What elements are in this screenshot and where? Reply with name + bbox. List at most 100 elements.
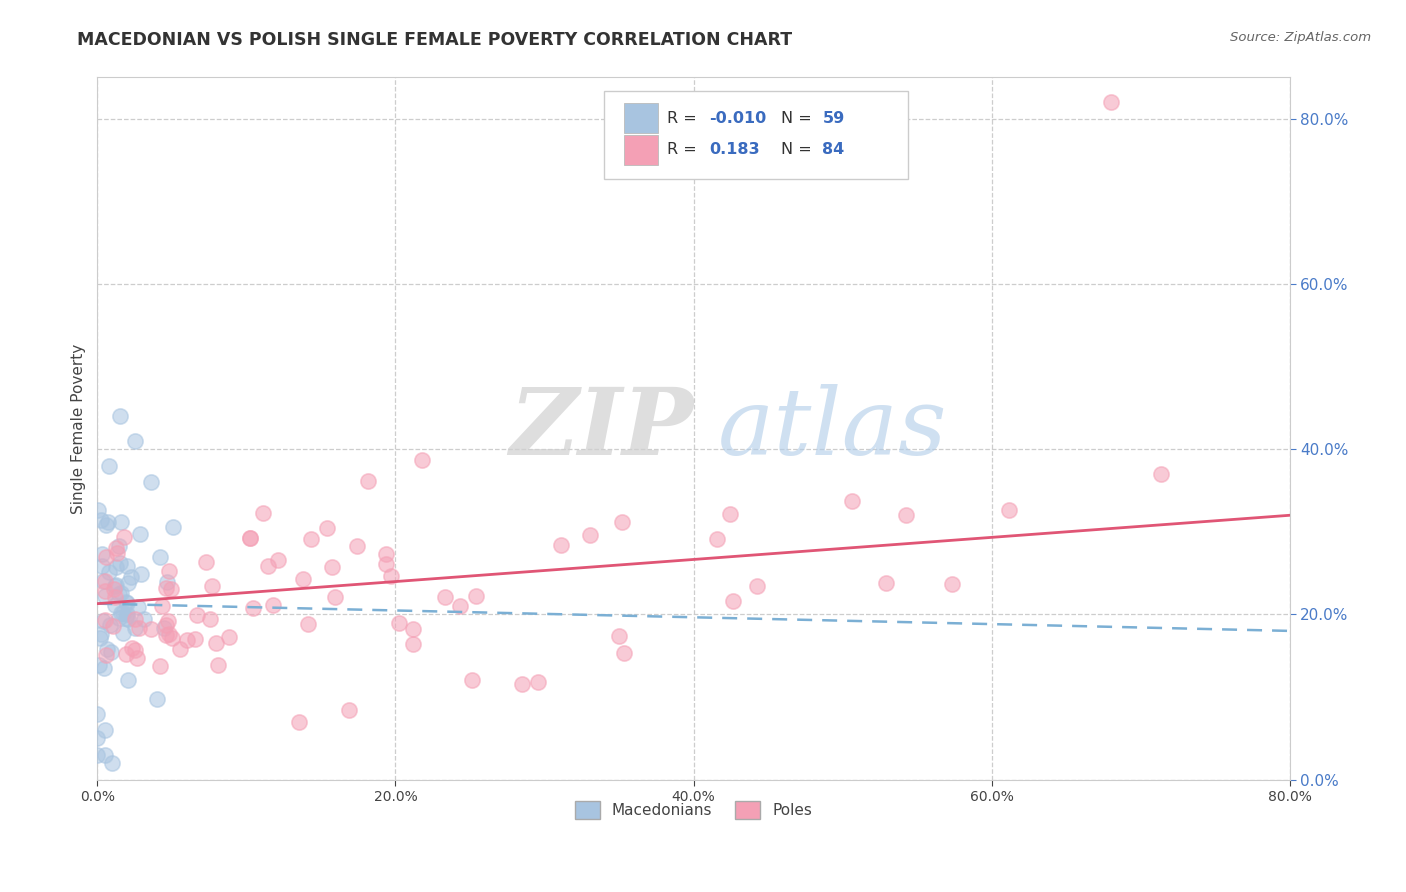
- Point: [204, 636, 226, 650]
- Point: [162, 520, 184, 534]
- Point: [941, 577, 963, 591]
- Point: [155, 618, 177, 632]
- Text: 0.183: 0.183: [709, 142, 759, 157]
- Point: [239, 531, 262, 545]
- Point: [257, 559, 280, 574]
- Point: [101, 756, 124, 770]
- Point: [110, 606, 132, 620]
- Point: [94, 518, 117, 533]
- Point: [108, 587, 131, 601]
- Point: [101, 619, 124, 633]
- Point: [579, 528, 602, 542]
- Point: [156, 574, 179, 589]
- Point: [94, 723, 117, 737]
- Point: [93, 661, 115, 675]
- Point: [201, 579, 224, 593]
- Point: [262, 598, 284, 612]
- Point: [87, 503, 110, 517]
- Point: [198, 612, 221, 626]
- Point: [90, 547, 112, 561]
- Point: [315, 521, 337, 535]
- Point: [124, 434, 146, 448]
- Point: [139, 622, 162, 636]
- Point: [380, 569, 402, 583]
- Point: [145, 692, 167, 706]
- Point: [357, 475, 380, 489]
- Point: [103, 582, 125, 596]
- Point: [108, 409, 131, 424]
- Point: [194, 555, 217, 569]
- Point: [124, 643, 146, 657]
- Point: [110, 586, 132, 600]
- Point: [104, 599, 127, 613]
- Point: [98, 458, 121, 473]
- Point: [104, 591, 127, 605]
- Point: [107, 611, 129, 625]
- Point: [252, 506, 274, 520]
- Text: 59: 59: [823, 111, 845, 126]
- Point: [157, 564, 180, 578]
- Point: [125, 651, 148, 665]
- Point: [111, 626, 134, 640]
- Point: [127, 600, 149, 615]
- Point: [149, 659, 172, 673]
- Point: [607, 629, 630, 643]
- Point: [346, 539, 368, 553]
- Point: [96, 648, 118, 662]
- Point: [610, 516, 633, 530]
- Point: [461, 673, 484, 687]
- Point: [321, 559, 343, 574]
- Point: [94, 550, 117, 565]
- FancyBboxPatch shape: [605, 92, 908, 179]
- Point: [89, 658, 111, 673]
- Text: N =: N =: [780, 142, 817, 157]
- Point: [115, 597, 138, 611]
- Point: [162, 632, 184, 646]
- Point: [149, 550, 172, 565]
- Point: [186, 607, 208, 622]
- Point: [337, 703, 360, 717]
- Point: [117, 575, 139, 590]
- Point: [120, 570, 142, 584]
- Point: [91, 559, 114, 574]
- Point: [402, 637, 425, 651]
- FancyBboxPatch shape: [624, 135, 658, 164]
- Point: [86, 706, 108, 721]
- Point: [1099, 95, 1122, 110]
- Point: [169, 641, 191, 656]
- Point: [141, 475, 163, 490]
- Point: [94, 747, 117, 762]
- Point: [184, 632, 207, 647]
- Point: [706, 533, 728, 547]
- Point: [896, 508, 918, 522]
- Text: R =: R =: [668, 111, 702, 126]
- Point: [121, 641, 143, 656]
- Point: [108, 539, 131, 553]
- Point: [449, 599, 471, 613]
- Point: [239, 531, 262, 545]
- Point: [388, 616, 411, 631]
- Text: 84: 84: [823, 142, 845, 157]
- Point: [100, 645, 122, 659]
- Point: [129, 566, 152, 581]
- Point: [155, 581, 177, 595]
- Point: [104, 579, 127, 593]
- Point: [325, 590, 347, 604]
- Point: [124, 621, 146, 635]
- Point: [160, 582, 183, 597]
- Point: [86, 731, 108, 746]
- Point: [613, 646, 636, 660]
- Point: [115, 607, 138, 622]
- Point: [375, 558, 398, 572]
- Point: [402, 623, 425, 637]
- Point: [94, 583, 117, 598]
- Point: [108, 556, 131, 570]
- Point: [97, 515, 120, 529]
- Point: [207, 658, 229, 673]
- Y-axis label: Single Female Poverty: Single Female Poverty: [72, 343, 86, 514]
- Point: [90, 513, 112, 527]
- Point: [841, 493, 863, 508]
- Text: Source: ZipAtlas.com: Source: ZipAtlas.com: [1230, 31, 1371, 45]
- Text: -0.010: -0.010: [709, 111, 766, 126]
- Point: [411, 453, 433, 467]
